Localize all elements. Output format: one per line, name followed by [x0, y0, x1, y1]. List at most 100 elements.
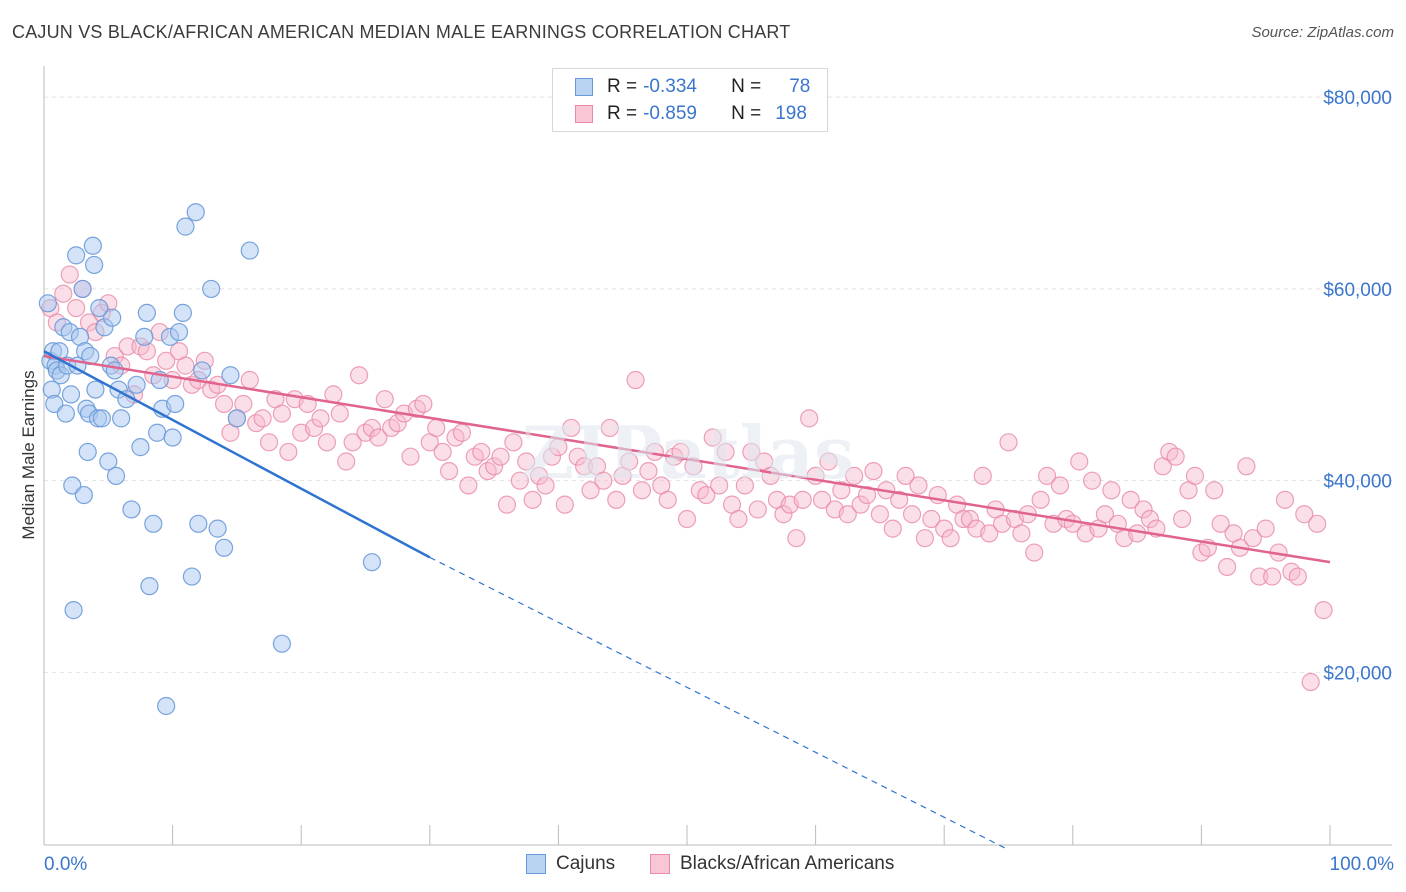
data-point-blacks: [902, 505, 922, 524]
bottom-legend-blacks: Blacks/African Americans: [650, 852, 894, 876]
data-point-blacks: [594, 471, 613, 490]
zipatlas-watermark: ZIPatlas: [522, 410, 855, 495]
data-point-blacks: [555, 495, 574, 514]
data-point-blacks: [427, 418, 446, 438]
data-point-blacks: [311, 409, 330, 428]
data-point-blacks: [742, 442, 761, 462]
trend-line-blacks: [43, 354, 1331, 564]
data-point-blacks: [787, 529, 806, 548]
data-point-blacks: [896, 466, 915, 485]
data-point-blacks: [954, 509, 973, 529]
data-point-blacks: [1308, 514, 1327, 533]
data-point-blacks: [330, 404, 349, 423]
data-point-cajuns: [202, 279, 221, 299]
data-point-blacks: [1237, 457, 1256, 476]
data-point-blacks: [1256, 519, 1275, 538]
data-point-blacks: [600, 418, 619, 438]
correlation-legend: R = -0.334 N = 78 R = -0.859 N = 198: [552, 68, 828, 132]
data-point-blacks: [864, 461, 883, 481]
bottom-legend-label-cajuns: Cajuns: [556, 853, 616, 874]
data-point-blacks: [1205, 481, 1224, 500]
data-point-blacks: [240, 370, 259, 390]
data-point-cajuns: [176, 217, 195, 236]
data-point-blacks: [915, 529, 935, 548]
data-point-blacks: [1185, 466, 1205, 485]
data-point-blacks: [922, 509, 941, 529]
legend-swatch-blue: [575, 78, 593, 96]
data-point-blacks: [459, 476, 478, 495]
data-point-blacks: [838, 505, 857, 524]
legend-r-label: R =: [607, 103, 638, 124]
data-point-cajuns: [103, 308, 122, 327]
data-point-blacks: [279, 442, 298, 462]
trend-lines: [43, 350, 1331, 851]
data-point-blacks: [960, 509, 980, 529]
data-point-blacks: [851, 495, 870, 514]
data-point-cajuns: [73, 279, 92, 299]
data-point-blacks: [1288, 567, 1307, 586]
data-point-cajuns: [227, 409, 246, 428]
data-point-blacks: [1082, 471, 1102, 490]
data-point-blacks: [1243, 529, 1262, 548]
data-point-blacks: [317, 433, 337, 452]
legend-r-value: -0.334: [643, 76, 697, 97]
data-point-blacks: [703, 428, 722, 447]
data-point-blacks: [1263, 567, 1282, 586]
data-point-cajuns: [86, 380, 105, 399]
data-point-blacks: [716, 442, 735, 462]
data-point-blacks: [485, 457, 504, 476]
y-tick-label: $60,000: [1323, 280, 1392, 301]
data-point-blacks: [1025, 543, 1044, 562]
data-point-blacks: [999, 433, 1018, 452]
data-point-cajuns: [163, 428, 182, 447]
data-point-cajuns: [99, 452, 118, 471]
series-blacks-points: [41, 265, 1333, 692]
data-point-blacks: [1102, 481, 1121, 500]
data-point-blacks: [369, 428, 388, 447]
data-point-blacks: [349, 366, 369, 385]
data-point-blacks: [832, 481, 851, 500]
data-point-blacks: [472, 442, 491, 462]
data-point-blacks: [1173, 509, 1192, 529]
data-point-blacks: [710, 476, 729, 495]
data-point-blacks: [536, 476, 555, 495]
data-point-cajuns: [272, 634, 292, 653]
data-point-blacks: [909, 476, 928, 495]
y-tick-label: $40,000: [1323, 472, 1392, 493]
data-point-blacks: [941, 529, 960, 548]
data-point-blacks: [1037, 466, 1057, 485]
data-point-blacks: [677, 509, 697, 529]
data-point-cajuns: [122, 500, 141, 519]
data-point-blacks: [800, 409, 819, 428]
data-point-blacks: [883, 519, 902, 538]
data-point-cajuns: [135, 327, 154, 346]
data-point-blacks: [935, 519, 954, 538]
data-point-blacks: [433, 442, 452, 462]
data-point-cajuns: [90, 299, 109, 318]
data-point-blacks: [620, 452, 639, 471]
data-point-blacks: [253, 409, 272, 428]
data-point-blacks: [1121, 490, 1140, 509]
data-point-cajuns: [148, 423, 167, 442]
data-point-blacks: [337, 452, 356, 471]
data-point-blacks: [304, 418, 324, 438]
axis-labels: $20,000 $40,000 $60,000 $80,000 0.0% 100.0% Me…: [19, 88, 1394, 875]
chart-title: CAJUN VS BLACK/AFRICAN AMERICAN MEDIAN M…: [12, 22, 791, 42]
y-tick-label: $80,000: [1323, 88, 1392, 109]
legend-n-label: N =: [731, 103, 762, 124]
data-point-cajuns: [92, 409, 111, 428]
data-point-blacks: [697, 485, 716, 505]
data-point-blacks: [491, 447, 510, 466]
data-point-cajuns: [362, 553, 382, 572]
data-point-cajuns: [67, 246, 86, 265]
data-point-blacks: [510, 471, 529, 490]
data-point-cajuns: [140, 577, 159, 596]
source-label: Source: ZipAtlas.com: [1251, 24, 1394, 41]
data-point-cajuns: [173, 303, 192, 322]
grid-lines: [44, 96, 1392, 673]
data-point-blacks: [414, 394, 433, 414]
data-point-blacks: [729, 509, 748, 529]
legend-swatch-pink: [575, 105, 593, 123]
data-point-blacks: [632, 481, 652, 500]
